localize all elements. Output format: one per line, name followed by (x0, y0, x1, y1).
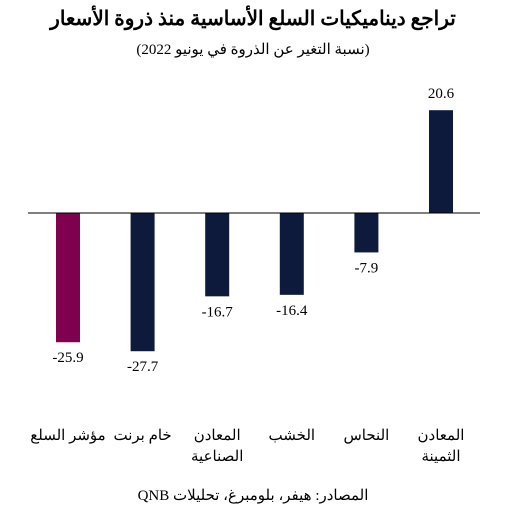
data-label: -16.4 (276, 303, 308, 319)
category-label: الصناعية (191, 449, 243, 465)
data-label: -25.9 (52, 350, 83, 366)
data-label: -16.7 (202, 304, 234, 320)
bar (279, 213, 304, 295)
bar (205, 213, 230, 297)
source-note: المصادر: هيفر، بلومبرغ، تحليلات QNB (137, 488, 369, 504)
category-label: المعادن (194, 428, 241, 444)
data-label: 20.6 (428, 86, 455, 102)
chart-title: تراجع ديناميكيات السلع الأساسية منذ ذروة… (50, 8, 456, 30)
data-label: -27.7 (127, 359, 159, 375)
category-label: الثمينة (421, 449, 460, 465)
category-label: الخشب (269, 428, 316, 444)
data-label: -7.9 (355, 260, 379, 276)
chart-subtitle: (نسبة التغير عن الذروة في يونيو 2022) (136, 42, 370, 58)
category-label: النحاس (343, 428, 389, 444)
bar (56, 213, 80, 343)
bar (130, 213, 155, 352)
category-label: مؤشر السلع (30, 428, 105, 444)
category-label: المعادن (418, 428, 465, 444)
category-label: خام برنت (113, 428, 171, 444)
bar (354, 213, 379, 253)
bar (429, 110, 453, 213)
